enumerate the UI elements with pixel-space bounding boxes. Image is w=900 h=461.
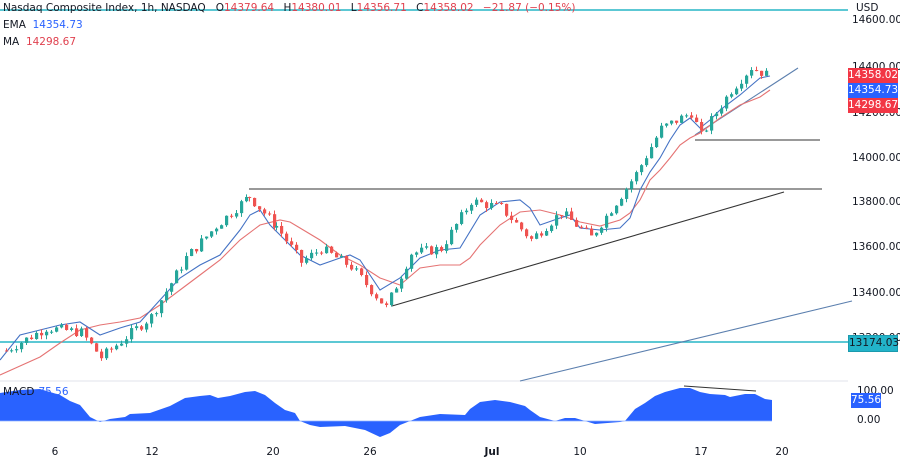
ma-label: MA	[3, 36, 20, 48]
time-label: 6	[51, 446, 59, 458]
ma-value: 14298.67	[25, 36, 77, 48]
low-value: 14356.71	[356, 2, 407, 14]
price-tick: 14600.00	[852, 14, 900, 26]
low-label: L	[350, 2, 357, 14]
change-value: −21.87 (−0.15%)	[482, 2, 576, 14]
time-label: 26	[363, 446, 377, 458]
ema-line	[0, 75, 771, 361]
macd-label: MACD	[3, 386, 35, 398]
price-tick: 13800.00	[852, 196, 900, 208]
ema-price-tag: 14354.73	[848, 83, 899, 98]
time-label: 12	[145, 446, 159, 458]
time-label-month: Jul	[484, 446, 500, 458]
high-value: 14380.01	[291, 2, 342, 14]
currency-label[interactable]: USD	[856, 2, 879, 14]
ema-value: 14354.73	[32, 19, 83, 31]
ma-row[interactable]: MA 14298.67	[3, 34, 581, 51]
price-tick: 13400.00	[852, 287, 900, 299]
open-value: 14379.64	[223, 2, 275, 14]
time-label: 10	[573, 446, 587, 458]
macd-value-tag: 75.56	[851, 393, 882, 408]
ema-row[interactable]: EMA 14354.73	[3, 17, 581, 34]
ema-label: EMA	[3, 19, 26, 31]
macd-tick: 0.00	[857, 414, 881, 426]
ma-line	[0, 89, 771, 376]
time-label: 17	[694, 446, 708, 458]
high-label: H	[283, 2, 292, 14]
price-tick: 13600.00	[852, 241, 900, 253]
macd-histogram-area	[0, 388, 772, 437]
time-label: 20	[775, 446, 789, 458]
price-tick: 14000.00	[852, 152, 900, 164]
ma-price-tag: 14298.67	[848, 98, 899, 113]
chart-legend: Nasdaq Composite Index, 1h, NASDAQ O1437…	[3, 0, 581, 51]
symbol-title: Nasdaq Composite Index, 1h, NASDAQ	[3, 2, 206, 14]
macd-divergence-line[interactable]	[683, 385, 757, 392]
long-channel-trendline[interactable]	[519, 300, 853, 382]
close-label: C	[416, 2, 424, 14]
close-price-tag: 14358.02	[848, 68, 899, 83]
support-price-tag: 13174.03	[848, 335, 899, 352]
rising-support-trendline[interactable]	[391, 191, 785, 307]
symbol-row: Nasdaq Composite Index, 1h, NASDAQ O1437…	[3, 0, 581, 17]
open-label: O	[215, 2, 224, 14]
close-value: 14358.02	[423, 2, 474, 14]
macd-legend[interactable]: MACD 75.56	[3, 386, 69, 398]
macd-value: 75.56	[38, 386, 69, 398]
candlestick-series	[5, 66, 769, 361]
time-label: 20	[266, 446, 280, 458]
